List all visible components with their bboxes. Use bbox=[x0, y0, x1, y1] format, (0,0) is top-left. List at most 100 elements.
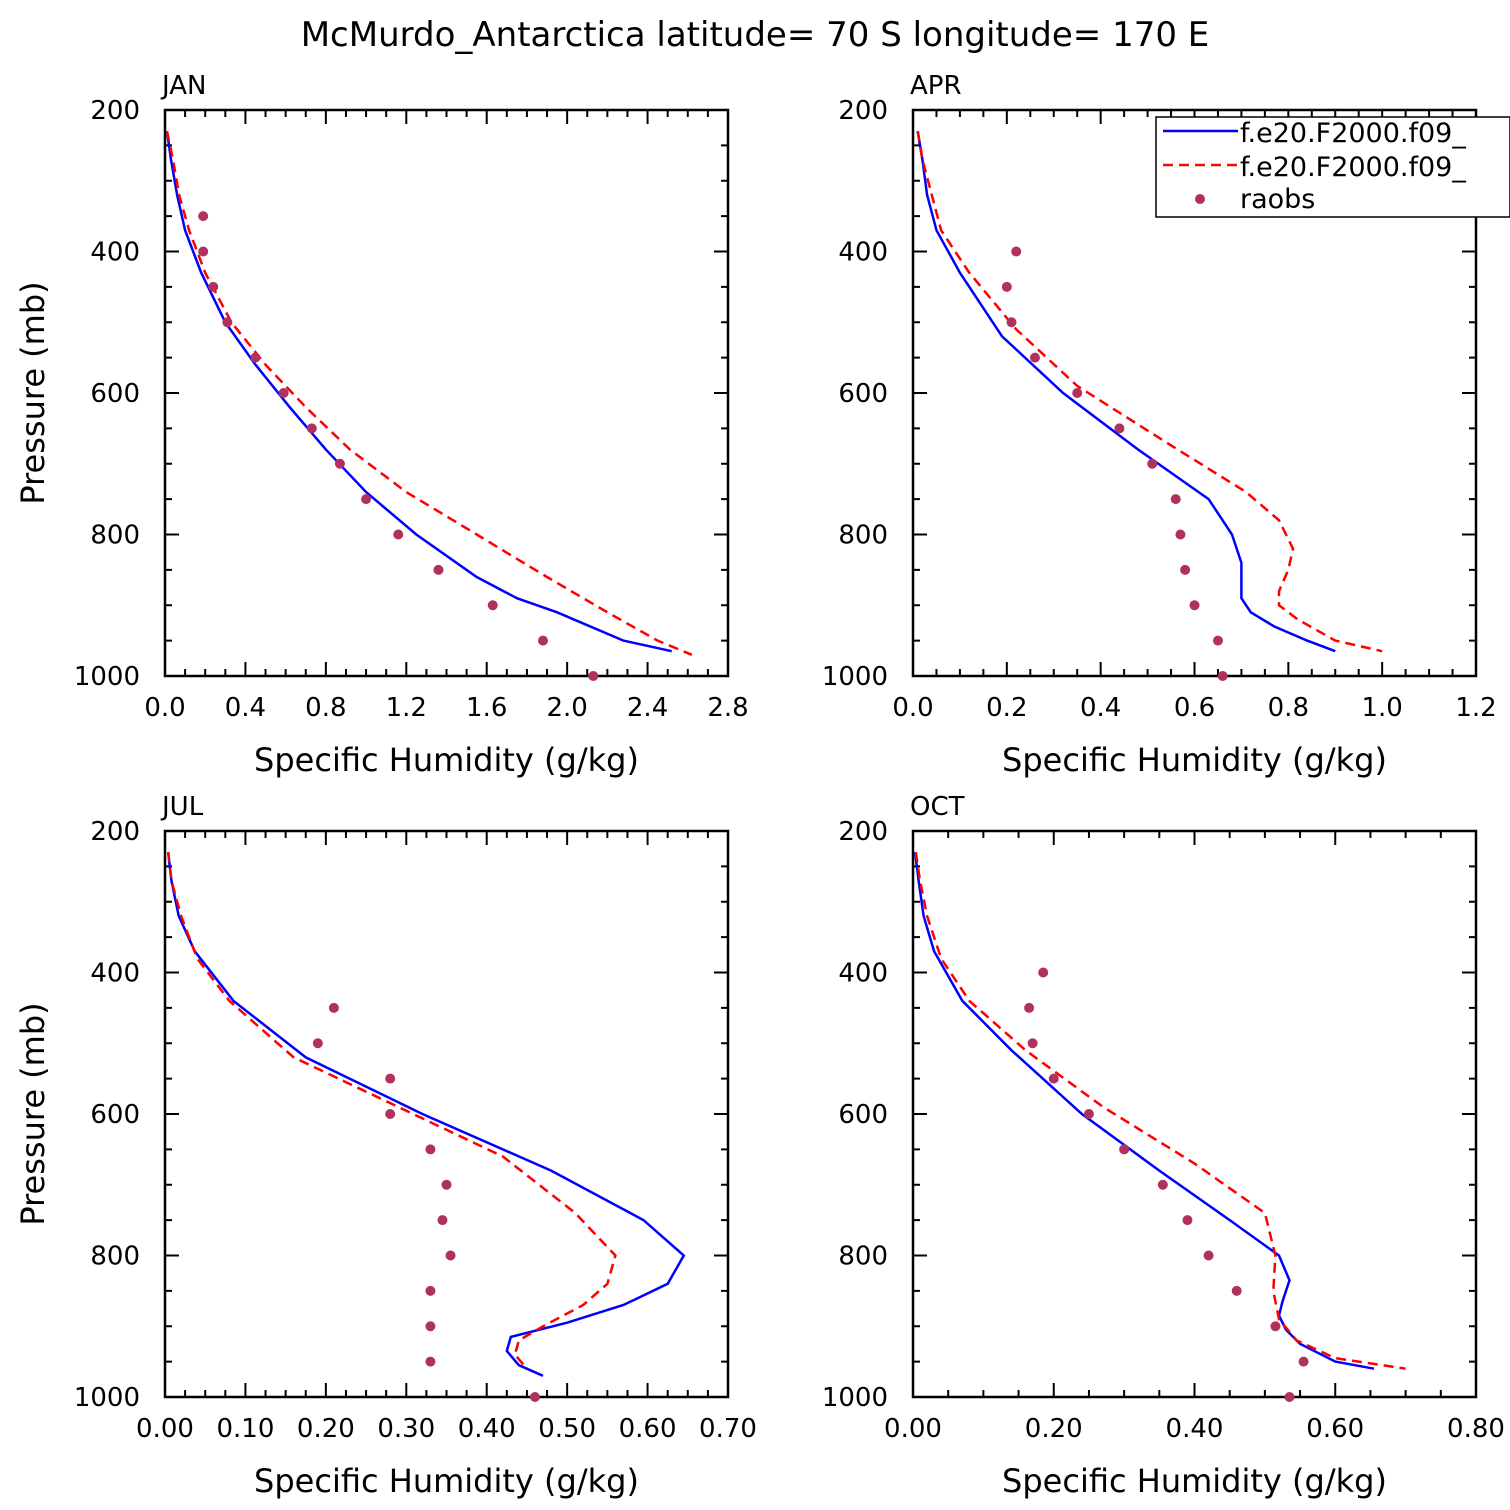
x-tick-label-jan: 0.4 bbox=[225, 693, 266, 723]
x-tick-label-oct: 0.20 bbox=[1025, 1414, 1083, 1444]
panel-jan: JAN 0.0 0.4 0.8 1.2 1.6 2.0 2.4 2.8 200 400 600 800 1… bbox=[14, 71, 749, 779]
legend-box bbox=[1155, 116, 1510, 218]
x-tick-label-jan: 2.4 bbox=[627, 693, 668, 723]
x-tick-label-oct: 0.80 bbox=[1447, 1414, 1505, 1444]
y-tick-label-apr: 1000 bbox=[822, 662, 888, 692]
raobs-point-apr bbox=[1212, 635, 1223, 646]
x-tick-label-apr: 0.8 bbox=[1268, 693, 1309, 723]
y-tick-label-oct: 800 bbox=[838, 1242, 888, 1272]
panel-label-jul: JUL bbox=[160, 792, 204, 822]
y-tick-label-apr: 600 bbox=[838, 379, 888, 409]
raobs-point-apr bbox=[1006, 317, 1017, 328]
raobs-point-oct bbox=[1270, 1321, 1281, 1332]
model1-line-jan bbox=[165, 131, 672, 653]
x-axis-label-oct: Specific Humidity (g/kg) bbox=[1002, 1462, 1387, 1500]
x-tick-label-apr: 0.4 bbox=[1080, 693, 1121, 723]
model2-line-jul bbox=[166, 852, 617, 1370]
x-tick-label-jul: 0.70 bbox=[699, 1414, 757, 1444]
x-tick-label-apr: 1.2 bbox=[1455, 693, 1496, 723]
x-axis-label-jan: Specific Humidity (g/kg) bbox=[254, 741, 639, 779]
x-tick-label-apr: 1.0 bbox=[1361, 693, 1402, 723]
raobs-point-jul bbox=[441, 1179, 452, 1190]
raobs-point-apr bbox=[1180, 564, 1191, 575]
x-tick-label-jul: 0.00 bbox=[136, 1414, 194, 1444]
plot-frame-jan bbox=[163, 108, 730, 678]
raobs-point-oct bbox=[1119, 1144, 1130, 1155]
x-tick-label-apr: 0.0 bbox=[892, 693, 933, 723]
raobs-point-apr bbox=[1029, 352, 1040, 363]
raobs-point-jan bbox=[334, 458, 345, 469]
x-tick-label-jul: 0.10 bbox=[216, 1414, 274, 1444]
raobs-point-oct bbox=[1027, 1038, 1038, 1049]
raobs-point-oct bbox=[1203, 1250, 1214, 1261]
raobs-point-apr bbox=[1072, 388, 1083, 398]
raobs-point-jan bbox=[222, 317, 233, 328]
y-tick-label-jul: 600 bbox=[90, 1100, 140, 1130]
model1-line-apr bbox=[916, 130, 1336, 653]
x-tick-label-jan: 0.0 bbox=[144, 693, 185, 723]
raobs-point-jul bbox=[328, 1002, 339, 1013]
raobs-point-oct bbox=[1298, 1356, 1309, 1367]
x-tick-label-apr: 0.2 bbox=[986, 693, 1027, 723]
raobs-point-apr bbox=[1114, 423, 1125, 434]
y-tick-label-jan: 400 bbox=[90, 238, 140, 268]
raobs-point-jul bbox=[529, 1392, 540, 1402]
y-axis-label-jan: Pressure (mb) bbox=[14, 281, 52, 504]
x-axis-label-jul: Specific Humidity (g/kg) bbox=[254, 1462, 639, 1500]
legend: f.e20.F2000.f09_ f.e20.F2000.f09_ raobs bbox=[1155, 116, 1510, 218]
panel-label-apr: APR bbox=[910, 71, 962, 101]
x-tick-label-jan: 0.8 bbox=[305, 693, 346, 723]
y-tick-label-jul: 1000 bbox=[74, 1383, 140, 1413]
y-tick-label-oct: 1000 bbox=[822, 1383, 888, 1413]
raobs-point-jul bbox=[425, 1356, 436, 1367]
raobs-point-jul bbox=[425, 1144, 436, 1155]
raobs-point-jul bbox=[385, 1073, 396, 1084]
raobs-point-apr bbox=[1147, 458, 1158, 469]
raobs-point-jul bbox=[385, 1109, 396, 1119]
x-axis-label-apr: Specific Humidity (g/kg) bbox=[1002, 741, 1387, 779]
x-tick-label-jan: 2.8 bbox=[707, 693, 748, 723]
raobs-point-jan bbox=[361, 494, 372, 505]
raobs-point-jan bbox=[250, 352, 261, 363]
raobs-point-apr bbox=[1189, 600, 1200, 611]
raobs-point-jul bbox=[425, 1321, 436, 1332]
x-tick-label-oct: 0.40 bbox=[1166, 1414, 1224, 1444]
raobs-point-oct bbox=[1038, 967, 1049, 978]
raobs-point-jul bbox=[312, 1038, 323, 1049]
y-tick-label-jul: 800 bbox=[90, 1242, 140, 1272]
y-tick-label-jan: 600 bbox=[90, 379, 140, 409]
y-tick-label-jan: 200 bbox=[90, 96, 140, 126]
figure-title: McMurdo_Antarctica latitude= 70 S longit… bbox=[301, 15, 1210, 55]
raobs-point-apr bbox=[1217, 671, 1228, 681]
panel-jul: JUL 0.00 0.10 0.20 0.30 0.40 0.50 0.60 0.70 200 40… bbox=[14, 792, 757, 1500]
x-tick-label-jan: 1.6 bbox=[466, 693, 507, 723]
plot-frame-oct bbox=[911, 829, 1478, 1399]
raobs-point-jan bbox=[538, 635, 549, 646]
raobs-point-jul bbox=[425, 1285, 436, 1296]
y-tick-label-jul: 200 bbox=[90, 817, 140, 847]
model2-line-apr bbox=[916, 130, 1383, 653]
model2-line-oct bbox=[914, 852, 1406, 1370]
raobs-point-oct bbox=[1048, 1073, 1059, 1084]
raobs-point-jan bbox=[393, 529, 404, 540]
panel-oct: OCT 0.00 0.20 0.40 0.60 0.80 200 400 600 800 1000 S… bbox=[822, 792, 1505, 1500]
x-tick-label-jul: 0.30 bbox=[377, 1414, 435, 1444]
x-tick-label-oct: 0.60 bbox=[1306, 1414, 1364, 1444]
model1-line-oct bbox=[913, 852, 1375, 1370]
y-tick-label-oct: 400 bbox=[838, 959, 888, 989]
raobs-point-jul bbox=[437, 1215, 448, 1226]
y-tick-label-apr: 400 bbox=[838, 238, 888, 268]
legend-swatch-raobs bbox=[1195, 194, 1205, 204]
y-tick-label-apr: 200 bbox=[838, 96, 888, 126]
y-tick-label-oct: 600 bbox=[838, 1100, 888, 1130]
raobs-point-jan bbox=[487, 600, 498, 611]
raobs-point-oct bbox=[1284, 1392, 1295, 1402]
legend-label-model2: f.e20.F2000.f09_ bbox=[1240, 152, 1466, 183]
raobs-point-oct bbox=[1157, 1179, 1168, 1190]
x-tick-label-apr: 0.6 bbox=[1174, 693, 1215, 723]
raobs-point-apr bbox=[1170, 494, 1181, 505]
y-axis-label-jul: Pressure (mb) bbox=[14, 1002, 52, 1225]
x-tick-label-jan: 1.2 bbox=[386, 693, 427, 723]
raobs-point-jan bbox=[198, 246, 209, 257]
